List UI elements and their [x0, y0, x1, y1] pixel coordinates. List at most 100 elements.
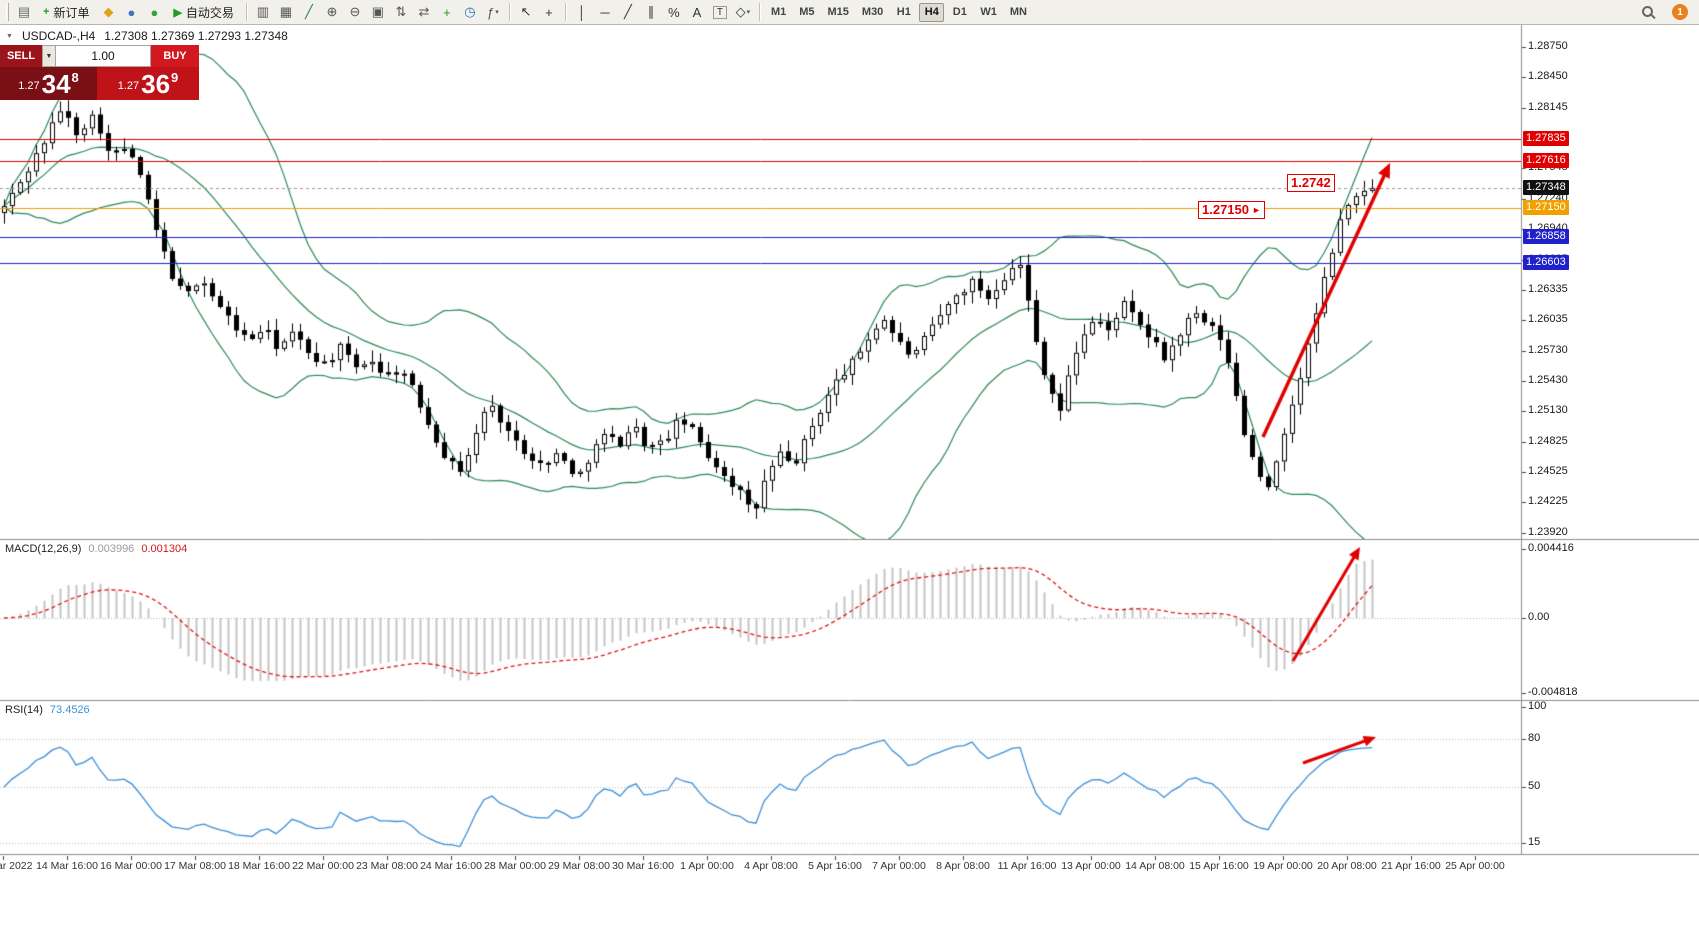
volume-input[interactable]: [56, 45, 151, 67]
symbol-period-label: USDCAD-,H4: [21, 29, 96, 43]
chart-ohlc-header: ▼ USDCAD-,H4 1.27308 1.27369 1.27293 1.2…: [6, 29, 288, 43]
macd-indicator-label: MACD(12,26,9) 0.003996 0.001304: [5, 543, 188, 555]
rsi-axis-label: 50: [1528, 780, 1541, 792]
buy-price-display[interactable]: 1.27 36 9: [97, 67, 199, 100]
price-axis-label: 1.24825: [1528, 435, 1568, 447]
toolbar-grip[interactable]: [6, 3, 9, 21]
cursor-icon[interactable]: ↖: [520, 4, 532, 19]
time-axis-label: 21 Apr 16:00: [1381, 860, 1441, 872]
line-chart-icon[interactable]: ╱: [305, 4, 313, 19]
buy-price-big: 36: [141, 68, 171, 99]
global-settings-icon[interactable]: ●: [127, 4, 136, 20]
price-level-tag: 1.27616: [1523, 153, 1569, 168]
text-icon[interactable]: A: [692, 4, 702, 20]
macd-signal-value: 0.001304: [141, 543, 188, 555]
candlestick-chart-icon[interactable]: ▦: [279, 4, 293, 19]
time-axis-label: 7 Apr 00:00: [872, 860, 926, 872]
macd-main-value: 0.003996: [88, 543, 135, 555]
horizontal-line-icon[interactable]: ─: [600, 4, 610, 20]
sell-price-prefix: 1.27: [18, 79, 40, 92]
zoom-in-icon[interactable]: ⊕: [326, 4, 338, 19]
add-chart-icon[interactable]: +: [443, 4, 451, 20]
price-axis-label: 1.28450: [1528, 70, 1568, 82]
symbol-marker-icon: ▼: [6, 32, 13, 40]
period-clock-icon[interactable]: ◷: [464, 4, 476, 19]
zoom-out-icon[interactable]: ⊖: [349, 4, 361, 19]
trade-prices-row: 1.27 34 8 1.27 36 9: [0, 67, 199, 100]
rsi-indicator-label: RSI(14) 73.4526: [5, 704, 90, 716]
price-axis-label: 1.25130: [1528, 404, 1568, 416]
notification-badge[interactable]: 1: [1672, 4, 1688, 20]
time-axis-label: 30 Mar 16:00: [612, 860, 674, 872]
price-callout-high[interactable]: 1.2742: [1287, 174, 1335, 192]
sell-price-display[interactable]: 1.27 34 8: [0, 67, 97, 100]
trade-controls-row: SELL ▼ BUY: [0, 45, 199, 67]
bar-chart-icon[interactable]: ▥: [256, 4, 270, 19]
time-axis-label: 22 Mar 00:00: [292, 860, 354, 872]
arrange-vertical-icon[interactable]: ⇅: [395, 4, 407, 19]
volume-dropdown-button[interactable]: ▼: [42, 45, 56, 67]
auto-trading-button-label: 自动交易: [185, 5, 234, 20]
new-order-button-label: 新订单: [53, 5, 90, 20]
time-axis-label: 13 Apr 00:00: [1061, 860, 1121, 872]
timeframe-button-h4[interactable]: H4: [919, 2, 945, 22]
text-label-icon[interactable]: T: [709, 2, 731, 23]
vertical-line-icon[interactable]: │: [577, 4, 586, 20]
price-callout-level[interactable]: 1.27150 ►: [1198, 201, 1265, 219]
arrange-horizontal-icon[interactable]: ⇄: [418, 4, 430, 19]
sell-price-pip: 8: [71, 70, 79, 85]
rsi-value: 73.4526: [49, 704, 90, 716]
auto-trading-button-icon: ▶: [173, 6, 182, 19]
price-axis-label: 1.28145: [1528, 101, 1568, 113]
price-level-tag: 1.27348: [1523, 180, 1569, 195]
price-axis-label: 1.26335: [1528, 283, 1568, 295]
new-order-button[interactable]: + 新订单: [36, 2, 96, 23]
indicator-list-icon[interactable]: ƒ ▾: [487, 4, 499, 20]
sell-button[interactable]: SELL: [0, 45, 42, 67]
time-axis-label: 8 Apr 08:00: [936, 860, 990, 872]
timeframe-button-m1[interactable]: M1: [770, 6, 787, 18]
chart-window-icon[interactable]: ▤: [17, 4, 31, 19]
callout-high-text: 1.2742: [1291, 175, 1331, 190]
one-click-trading-panel: SELL ▼ BUY 1.27 34 8 1.27 36 9: [0, 45, 199, 100]
time-axis-label: 14 Mar 16:00: [36, 860, 98, 872]
history-center-icon[interactable]: ◆: [103, 4, 114, 19]
timeframe-button-d1[interactable]: D1: [952, 6, 967, 18]
timeframe-button-mn[interactable]: MN: [1009, 6, 1027, 18]
auto-trading-button[interactable]: ▶ 自动交易: [166, 2, 240, 23]
timeframe-button-m5[interactable]: M5: [799, 6, 815, 18]
time-axis-label: 28 Mar 00:00: [484, 860, 546, 872]
search-icon[interactable]: [1642, 5, 1653, 17]
community-icon[interactable]: ●: [150, 4, 159, 20]
rsi-axis-label: 15: [1528, 836, 1541, 848]
price-axis-label: 1.25730: [1528, 344, 1568, 356]
macd-axis-label: 0.004416: [1528, 542, 1574, 554]
buy-price-pip: 9: [171, 70, 179, 85]
shapes-icon[interactable]: ◇ ▾: [735, 4, 751, 19]
timeframe-button-w1[interactable]: W1: [980, 6, 997, 18]
timeframe-button-h1[interactable]: H1: [896, 6, 911, 18]
toolbar-separator: [758, 3, 760, 21]
price-axis-label: 1.25430: [1528, 374, 1568, 386]
tile-windows-icon[interactable]: ▣: [371, 4, 385, 19]
buy-button[interactable]: BUY: [151, 45, 199, 67]
price-axis-label: 1.24225: [1528, 495, 1568, 507]
equidistant-channel-icon[interactable]: ∥: [647, 4, 655, 19]
price-axis-label: 1.28750: [1528, 40, 1568, 52]
timeframe-button-m30[interactable]: M30: [861, 6, 884, 18]
toolbar-separator: [508, 3, 510, 21]
level-pointer-icon: ►: [1252, 205, 1261, 215]
toolbar-separator: [564, 3, 566, 21]
time-axis-label: 11 Apr 16:00: [997, 860, 1057, 872]
time-axis-label: 15 Apr 16:00: [1189, 860, 1249, 872]
fibonacci-icon[interactable]: %: [668, 4, 680, 20]
timeframe-button-m15[interactable]: M15: [827, 6, 849, 18]
time-axis-label: 20 Apr 08:00: [1317, 860, 1377, 872]
trendline-icon[interactable]: ╱: [624, 4, 632, 19]
ohlc-values-label: 1.27308 1.27369 1.27293 1.27348: [104, 29, 288, 43]
crosshair-icon[interactable]: +: [545, 4, 553, 20]
